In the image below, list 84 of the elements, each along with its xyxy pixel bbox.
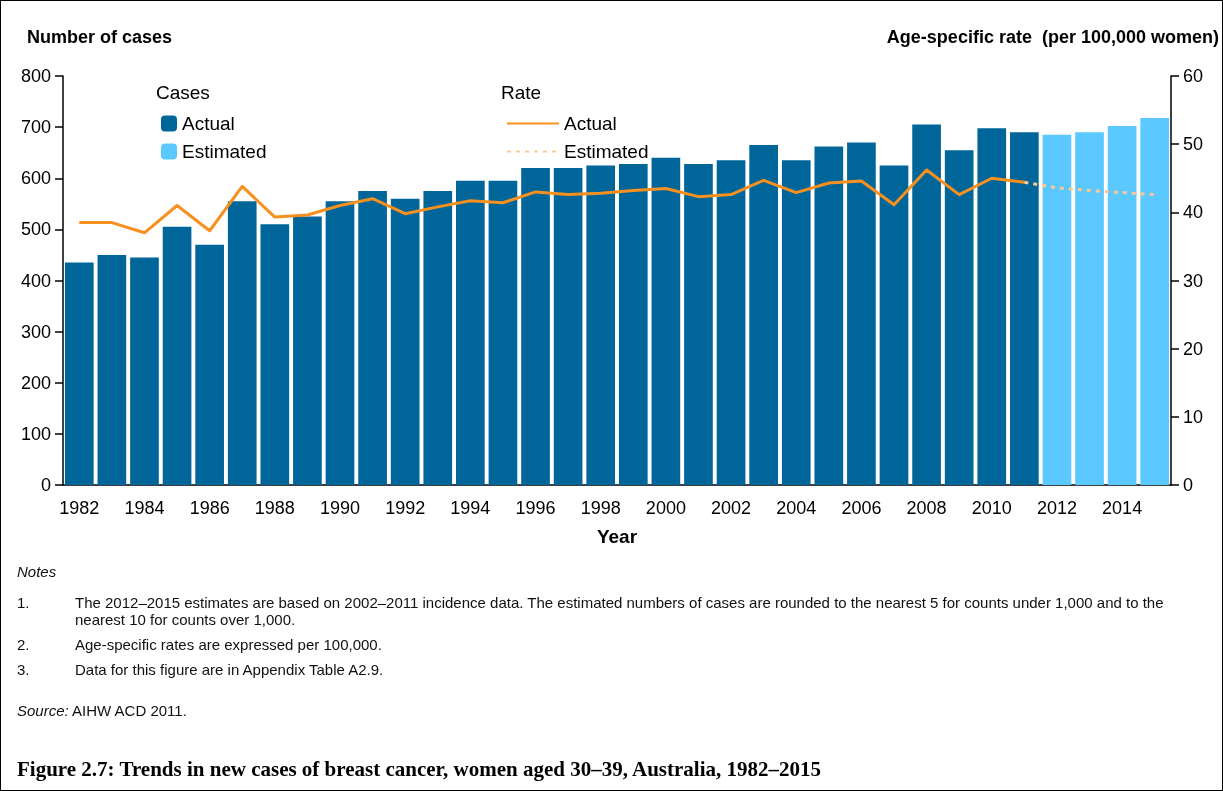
text: Figure 2.7: Trends in new cases of breast cancer, women aged 30–39, Australia, 1982–2015: [17, 757, 822, 782]
bar: [260, 224, 290, 485]
y-tick-label: 0: [40, 475, 51, 495]
x-tick-label: 2012: [1036, 498, 1077, 518]
bar: [651, 157, 681, 485]
bar: [358, 191, 387, 485]
bar: [195, 244, 224, 485]
bar: [716, 160, 746, 485]
y-axis-title: Number of cases: [27, 27, 173, 47]
source-note: Source: AIHW ACD 2011.: [17, 702, 188, 719]
text: 2. Age-specific rates are expressed per 100,000.: [17, 636, 382, 653]
y-tick-label: 600: [20, 168, 51, 189]
text: 3. Data for this figure are in Appendix Table A2.9.: [17, 661, 384, 678]
bar: [684, 163, 713, 485]
line-series: [1022, 180, 1157, 197]
y2-axis-title: Age-specific rate (per 100,000 women): [886, 27, 1219, 47]
y-tick-label: 500: [20, 219, 51, 240]
y-tick-label: 400: [20, 270, 51, 291]
bar: [1042, 134, 1072, 485]
y-tick-label: 300: [20, 321, 51, 342]
bar: [944, 150, 974, 485]
bar: [1140, 117, 1170, 485]
bar: [227, 201, 257, 485]
bar: [847, 142, 876, 485]
bar: [586, 165, 616, 485]
bar: [1075, 132, 1104, 485]
bar: [553, 168, 583, 485]
x-tick-label: 1990: [319, 498, 361, 518]
y2-tick-label: 50: [1183, 134, 1204, 155]
bar: [618, 163, 648, 485]
x-tick-label: 1996: [515, 498, 556, 518]
bar: [130, 257, 159, 485]
x-axis-title: Year: [596, 526, 638, 547]
bar: [1010, 132, 1039, 485]
text: Rate: [501, 82, 542, 103]
text: Notes: [17, 563, 58, 580]
x-tick-label: 2000: [645, 498, 686, 518]
y2-tick-label: 20: [1183, 338, 1204, 359]
legend-label: Estimated: [182, 141, 267, 162]
x-tick-label: 2006: [841, 498, 882, 518]
y-tick-label: 100: [20, 423, 51, 444]
text: Cases: [156, 82, 210, 103]
bar: [456, 180, 485, 485]
bar: [749, 145, 778, 485]
y-tick-label: 200: [20, 372, 51, 393]
bar: [879, 165, 909, 485]
bar: [521, 168, 550, 485]
bar: [1107, 126, 1137, 485]
legend-label: Actual: [182, 113, 235, 134]
line-series: [77, 168, 1026, 235]
text: 1. The 2012–2015 estimates are based on 2002–2011 incidence data. The estimated numbers of cases are rounded to the nearest 5 for counts under 1,000 and to the nearest 10 for counts over 1,000.: [17, 594, 1164, 628]
x-tick-label: 1992: [385, 498, 426, 518]
y2-tick-label: 0: [1183, 475, 1194, 495]
legend-label: Actual: [564, 113, 617, 134]
x-tick-label: 1984: [124, 498, 165, 518]
bar: [390, 198, 420, 485]
x-tick-label: 1998: [580, 498, 621, 518]
y2-tick-label: 10: [1183, 406, 1204, 427]
x-tick-label: 2010: [971, 498, 1012, 518]
x-tick-label: 2008: [906, 498, 947, 518]
y2-tick-label: 40: [1183, 202, 1204, 223]
bar: [293, 216, 322, 485]
x-tick-label: 2002: [711, 498, 752, 518]
x-tick-label: 2014: [1102, 498, 1143, 518]
bar: [423, 191, 453, 485]
y-tick-label: 700: [20, 117, 51, 138]
y2-tick-label: 60: [1183, 66, 1204, 86]
bar: [488, 180, 518, 485]
bar: [814, 146, 844, 485]
bar: [977, 128, 1007, 485]
y2-tick-label: 30: [1183, 270, 1204, 291]
bar: [162, 226, 192, 485]
x-tick-label: 1988: [254, 498, 295, 518]
x-tick-label: 1986: [189, 498, 230, 518]
bar: [97, 254, 127, 485]
x-tick-label: 2004: [776, 498, 817, 518]
bar: [64, 262, 94, 485]
legend-label: Estimated: [564, 141, 649, 162]
y-tick-label: 800: [20, 66, 51, 86]
bar: [912, 124, 941, 485]
bar: [325, 201, 355, 485]
x-tick-label: 1994: [450, 498, 491, 518]
bar: [781, 160, 811, 485]
x-tick-label: 1982: [59, 498, 100, 518]
